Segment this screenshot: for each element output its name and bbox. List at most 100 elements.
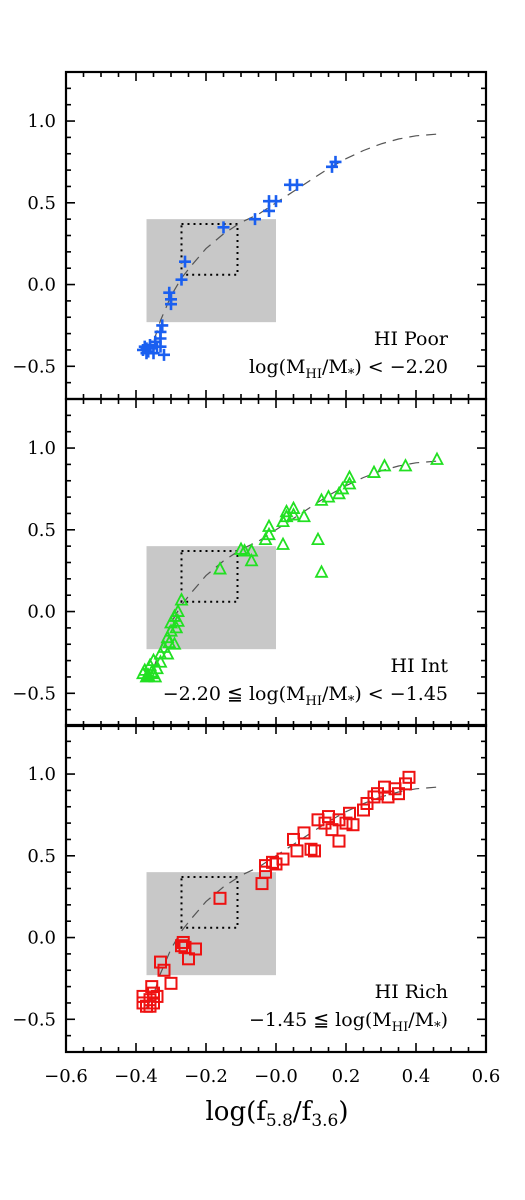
data-point <box>287 832 300 846</box>
panel-label-title: HI Rich <box>375 981 448 1003</box>
x-tick-label: 0.4 <box>402 1066 431 1087</box>
y-tick-label: 0.5 <box>27 520 56 541</box>
y-tick-label: 1.0 <box>27 764 56 785</box>
panel-label-title: HI Poor <box>374 328 449 350</box>
data-point <box>175 939 188 953</box>
data-point <box>147 996 160 1010</box>
data-point <box>171 613 185 627</box>
data-point <box>259 865 272 879</box>
x-tick-label: −0.2 <box>184 1066 228 1087</box>
data-point <box>290 844 304 858</box>
data-point <box>167 636 182 650</box>
data-point <box>153 646 168 660</box>
data-point <box>398 458 413 472</box>
data-point <box>150 989 164 1003</box>
data-point <box>286 507 301 521</box>
y-tick-label: 1.0 <box>27 111 56 132</box>
data-point <box>314 564 329 578</box>
x-tick-label: −0.6 <box>44 1066 88 1087</box>
data-point <box>163 286 176 299</box>
y-tick-label: −0.5 <box>12 356 56 377</box>
data-point <box>176 935 190 949</box>
data-point <box>144 342 156 355</box>
data-point <box>141 667 156 681</box>
data-point <box>276 536 290 550</box>
data-point <box>213 561 227 575</box>
data-point <box>360 796 374 810</box>
data-point <box>244 552 259 567</box>
data-point <box>377 458 392 472</box>
data-point <box>308 844 321 858</box>
panels-group: −0.5 0.0 0.5 1.0 HI Poor log(MHI/M*) < −2.20 −… <box>12 70 488 1054</box>
data-point <box>291 178 303 191</box>
data-point <box>297 508 311 523</box>
x-tick-label: 0.2 <box>332 1066 361 1087</box>
data-point <box>367 464 381 478</box>
y-tick-label: 0.5 <box>27 193 56 214</box>
data-point <box>164 976 178 990</box>
data-point <box>392 787 405 801</box>
data-point <box>157 963 171 977</box>
data-point <box>146 652 161 666</box>
data-point <box>169 619 184 634</box>
data-point <box>165 293 177 306</box>
data-point <box>367 790 381 804</box>
data-point <box>160 646 175 660</box>
data-point <box>164 623 178 637</box>
data-point <box>286 500 301 514</box>
data-point <box>329 155 342 168</box>
data-point <box>217 221 230 234</box>
data-point <box>402 770 416 784</box>
data-point <box>143 993 157 1007</box>
data-point <box>322 810 335 824</box>
y-tick-label: 0.0 <box>27 275 56 296</box>
data-point <box>154 325 167 338</box>
panel-label-condition: −1.45 ≦ log(MHI/M*) <box>249 1009 448 1035</box>
data-point <box>346 818 360 832</box>
data-point <box>318 816 332 830</box>
y-tick-label: −0.5 <box>12 683 56 704</box>
data-point <box>153 654 168 668</box>
data-point <box>237 543 252 557</box>
data-point <box>321 489 336 503</box>
panel-3: −0.5 0.0 0.5 1.0 HI Rich −1.45 ≦ log(MHI/M*) <box>12 723 488 1054</box>
data-point <box>325 823 339 837</box>
data-point <box>342 469 357 483</box>
data-point <box>175 273 188 286</box>
x-tick-label: −0.0 <box>254 1066 298 1087</box>
data-point <box>371 787 384 801</box>
data-point <box>182 952 195 966</box>
x-tick-labels: −0.6 −0.4 −0.2 −0.0 0.2 0.4 0.6 <box>44 1066 500 1087</box>
data-point <box>262 518 276 532</box>
data-point <box>244 543 259 557</box>
data-point <box>342 476 357 490</box>
data-point <box>147 986 160 1000</box>
x-axis-label: log(f5.8/f3.6) <box>205 1097 348 1131</box>
fit-curve <box>145 133 438 356</box>
data-point <box>143 999 157 1013</box>
data-point <box>174 592 189 606</box>
y-tick-label: 0.0 <box>27 928 56 949</box>
data-point <box>357 803 370 817</box>
panel-label-title: HI Int <box>391 655 449 677</box>
shaded-region <box>146 872 276 976</box>
panel-2: −0.5 0.0 0.5 1.0 HI Int −2.20 ≦ log(MHI/M*) <… <box>12 397 488 728</box>
y-tick-label: 0.0 <box>27 602 56 623</box>
data-point <box>339 816 353 830</box>
panel-label-condition: −2.20 ≦ log(MHI/M*) < −1.45 <box>163 683 448 709</box>
data-point <box>399 777 412 791</box>
data-point <box>430 451 444 465</box>
panel-label-condition: log(MHI/M*) < −2.20 <box>249 356 448 382</box>
data-point <box>189 942 202 956</box>
data-point <box>154 955 167 969</box>
data-point <box>179 255 191 268</box>
data-point <box>276 852 290 866</box>
y-tick-label: 1.0 <box>27 438 56 459</box>
data-point <box>332 834 346 848</box>
data-point <box>311 531 325 546</box>
data-point <box>270 195 282 208</box>
data-point <box>158 348 170 361</box>
data-point <box>304 842 318 856</box>
data-point <box>297 826 311 840</box>
